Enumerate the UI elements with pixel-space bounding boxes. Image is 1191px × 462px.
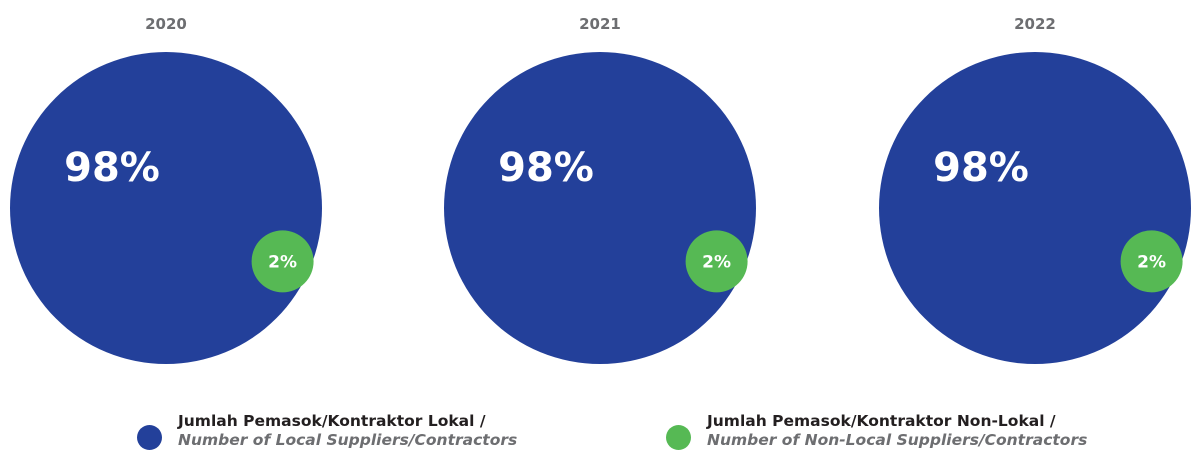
bubble-chart: 2020 98% 2% 2021 98% 2% 2022 98% 2% (10, 15, 1191, 364)
pct-label-non-local-2020: 2% (268, 252, 297, 272)
legend-swatch-non-local (666, 425, 691, 450)
legend-item-local: Jumlah Pemasok/Kontraktor Lokal / Number… (137, 412, 517, 450)
bubble-non-local-2020 (251, 230, 314, 293)
bubble-group-2021: 2021 98% 2% (444, 15, 756, 364)
legend-sublabel-non-local: Number of Non-Local Suppliers/Contractor… (707, 431, 1088, 449)
pct-label-non-local-2021: 2% (702, 252, 731, 272)
legend-label-non-local: Jumlah Pemasok/Kontraktor Non-Lokal / (707, 412, 1056, 430)
pct-label-local-2020: 98% (64, 145, 160, 191)
year-label-2022: 2022 (1014, 15, 1056, 33)
bubble-non-local-2022 (1120, 230, 1183, 293)
bubble-local-2021 (444, 52, 756, 364)
legend-sublabel-local: Number of Local Suppliers/Contractors (178, 431, 518, 449)
year-label-2021: 2021 (579, 15, 621, 33)
bubble-local-2020 (10, 52, 322, 364)
legend-label-local: Jumlah Pemasok/Kontraktor Lokal / (178, 412, 486, 430)
bubble-non-local-2021 (685, 230, 748, 293)
year-label-2020: 2020 (145, 15, 187, 33)
legend-item-non-local: Jumlah Pemasok/Kontraktor Non-Lokal / Nu… (666, 412, 1087, 450)
bubble-group-2022: 2022 98% 2% (879, 15, 1191, 364)
pct-label-non-local-2022: 2% (1137, 252, 1166, 272)
bubble-group-2020: 2020 98% 2% (10, 15, 322, 364)
legend-swatch-local (137, 425, 162, 450)
bubble-local-2022 (879, 52, 1191, 364)
pct-label-local-2021: 98% (498, 145, 594, 191)
pct-label-local-2022: 98% (933, 145, 1029, 191)
